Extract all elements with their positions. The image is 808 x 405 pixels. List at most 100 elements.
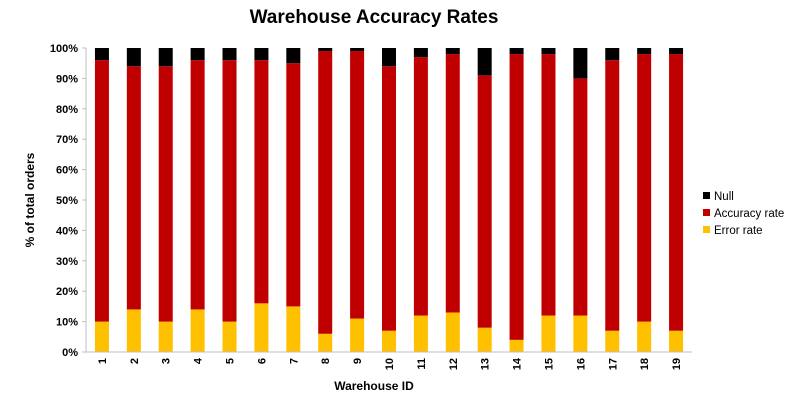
bar-null-11 <box>413 48 428 58</box>
x-tick-label: 13 <box>480 358 492 370</box>
bar-null-15 <box>541 48 556 55</box>
legend: Null Accuracy rate Error rate <box>703 191 784 237</box>
bar-accuracy-rate-16 <box>573 78 588 316</box>
bar-null-3 <box>158 48 173 67</box>
bar-null-6 <box>254 48 269 61</box>
y-axis-ticks: 0% 10% 20% 30% 40% 50% 60% 70% 80% 90% 100% <box>50 43 86 359</box>
bar-error-rate-13 <box>477 327 492 352</box>
bar-error-rate-12 <box>445 312 460 352</box>
bar-error-rate-7 <box>286 306 301 352</box>
x-tick-label: 15 <box>543 358 555 370</box>
x-tick-label: 6 <box>256 358 268 364</box>
legend-swatch-null <box>703 192 710 199</box>
x-tick-label: 14 <box>512 357 524 370</box>
bar-error-rate-16 <box>573 315 588 352</box>
bar-accuracy-rate-17 <box>605 60 620 331</box>
bar-error-rate-4 <box>190 309 205 352</box>
bar-error-rate-18 <box>637 321 652 352</box>
x-axis-title: Warehouse ID <box>334 379 414 393</box>
bar-accuracy-rate-11 <box>413 57 428 316</box>
bar-null-14 <box>509 48 524 55</box>
bar-accuracy-rate-1 <box>94 60 109 322</box>
x-tick-label: 16 <box>575 358 587 370</box>
bar-null-19 <box>669 48 684 55</box>
x-tick-label: 8 <box>320 358 332 364</box>
legend-swatch-accuracy-rate <box>703 209 710 216</box>
y-tick-label: 40% <box>56 225 78 237</box>
y-tick-label: 90% <box>56 73 78 85</box>
bar-error-rate-5 <box>222 321 237 352</box>
y-tick-label: 100% <box>50 43 78 55</box>
bar-accuracy-rate-19 <box>669 54 684 331</box>
bar-null-12 <box>445 48 460 55</box>
bar-accuracy-rate-15 <box>541 54 556 316</box>
x-tick-label: 18 <box>639 358 651 370</box>
bar-accuracy-rate-13 <box>477 75 492 328</box>
x-tick-label: 3 <box>161 358 173 364</box>
x-tick-label: 19 <box>671 358 683 370</box>
bar-error-rate-14 <box>509 339 524 352</box>
bar-error-rate-17 <box>605 330 620 352</box>
bar-null-2 <box>126 48 141 67</box>
bar-accuracy-rate-3 <box>158 66 173 322</box>
x-axis-ticks: 1 2 3 4 5 6 7 8 9 10 11 12 13 14 15 16 17 18 19 <box>97 357 683 370</box>
bar-error-rate-3 <box>158 321 173 352</box>
bar-null-13 <box>477 48 492 76</box>
x-tick-label: 12 <box>448 358 460 370</box>
bar-error-rate-15 <box>541 315 556 352</box>
bar-error-rate-2 <box>126 309 141 352</box>
chart-title: Warehouse Accuracy Rates <box>250 7 499 28</box>
x-tick-label: 5 <box>225 358 237 364</box>
y-tick-label: 0% <box>62 347 78 359</box>
bar-error-rate-11 <box>413 315 428 352</box>
bar-accuracy-rate-14 <box>509 54 524 340</box>
bar-accuracy-rate-9 <box>350 51 365 319</box>
bar-error-rate-10 <box>382 330 396 352</box>
bar-null-10 <box>382 48 396 67</box>
bar-null-5 <box>222 48 237 61</box>
legend-label-error-rate: Error rate <box>714 225 763 237</box>
bar-null-7 <box>286 48 301 64</box>
legend-swatch-error-rate <box>703 226 710 233</box>
x-tick-label: 11 <box>416 358 428 370</box>
x-tick-label: 4 <box>193 357 205 364</box>
bar-null-16 <box>573 48 588 79</box>
bar-null-8 <box>318 48 333 52</box>
bar-null-18 <box>637 48 652 55</box>
x-tick-label: 1 <box>97 358 109 364</box>
bar-null-4 <box>190 48 205 61</box>
bar-error-rate-9 <box>350 318 365 352</box>
bar-accuracy-rate-12 <box>445 54 460 313</box>
bar-error-rate-19 <box>669 330 684 352</box>
x-tick-label: 10 <box>384 358 396 370</box>
bar-accuracy-rate-2 <box>126 66 141 310</box>
bar-accuracy-rate-5 <box>222 60 237 322</box>
legend-label-accuracy-rate: Accuracy rate <box>714 208 784 220</box>
x-tick-label: 9 <box>352 358 364 364</box>
y-axis-title: % of total orders <box>23 152 37 247</box>
y-tick-label: 10% <box>56 317 78 329</box>
bar-null-9 <box>350 48 365 52</box>
x-tick-label: 7 <box>288 358 300 364</box>
bar-accuracy-rate-18 <box>637 54 652 322</box>
y-tick-label: 60% <box>56 165 78 177</box>
y-tick-label: 30% <box>56 256 78 268</box>
x-tick-label: 17 <box>607 358 619 370</box>
y-tick-label: 50% <box>56 195 78 207</box>
bar-null-1 <box>94 48 109 61</box>
legend-label-null: Null <box>714 191 734 203</box>
bar-accuracy-rate-4 <box>190 60 205 310</box>
bar-error-rate-8 <box>318 333 333 352</box>
y-tick-label: 80% <box>56 104 78 116</box>
bar-accuracy-rate-8 <box>318 51 333 334</box>
x-tick-label: 2 <box>129 358 141 364</box>
bar-accuracy-rate-6 <box>254 60 269 304</box>
bar-accuracy-rate-10 <box>382 66 396 331</box>
bar-error-rate-1 <box>94 321 109 352</box>
y-tick-label: 20% <box>56 286 78 298</box>
bars-group <box>94 48 684 352</box>
bar-null-17 <box>605 48 620 61</box>
bar-accuracy-rate-7 <box>286 63 301 307</box>
